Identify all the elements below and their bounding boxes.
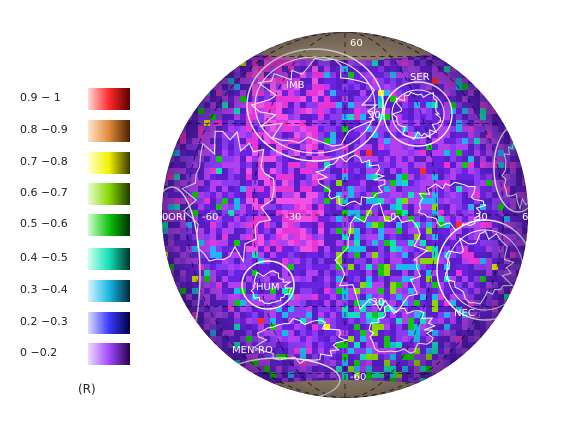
legend-swatch [88, 312, 130, 334]
legend-label: 0.3 −0.4 [20, 283, 68, 296]
color-legend: 0.9 − 1 0.8 −0.9 0.7 −0.8 0.6 −0.7 0.5 −0.6 0… [0, 0, 160, 423]
legend-unit: (R) [78, 382, 96, 396]
region-label-ori: ORI [168, 212, 186, 223]
region-label-men-ro: MEN-RO [232, 345, 273, 356]
longitude-label: -30 [285, 212, 301, 223]
longitude-label: 0 [390, 212, 396, 223]
longitude-label: -90 [152, 212, 168, 223]
legend-swatch [88, 248, 130, 270]
legend-label: 0.7 −0.8 [20, 155, 68, 168]
longitude-label: -60 [202, 212, 218, 223]
legend-label: 0.4 −0.5 [20, 251, 68, 264]
longitude-label: 30 [475, 212, 488, 223]
legend-label: 0 −0.2 [20, 346, 58, 359]
legend-swatch [88, 88, 130, 110]
region-label-hum: HUM [256, 282, 279, 293]
region-label-imb: IMB [286, 80, 305, 91]
legend-label: 0.6 −0.7 [20, 186, 68, 199]
legend-swatch [88, 152, 130, 174]
legend-label: 0.5 −0.6 [20, 217, 68, 230]
longitude-label: 60 [522, 212, 535, 223]
region-label-nec: NEC [454, 308, 475, 319]
legend-swatch [88, 280, 130, 302]
latitude-label: -30 [368, 297, 384, 308]
legend-swatch [88, 120, 130, 142]
lunar-globe-map: -90 -60 -30 0 30 60 60 30 -30 -60 IMB SER CRI ORI HUM N… [152, 32, 545, 398]
latitude-label: 30 [368, 110, 381, 121]
legend-swatch [88, 343, 130, 365]
region-label-cri: CRI [528, 100, 545, 111]
legend-swatch [88, 214, 130, 236]
legend-label: 0.9 − 1 [20, 91, 61, 104]
latitude-label: -60 [350, 372, 366, 383]
legend-label: 0.2 −0.3 [20, 315, 68, 328]
latitude-label: 60 [350, 38, 363, 49]
region-label-ser: SER [410, 72, 430, 83]
legend-swatch [88, 183, 130, 205]
legend-label: 0.8 −0.9 [20, 123, 68, 136]
